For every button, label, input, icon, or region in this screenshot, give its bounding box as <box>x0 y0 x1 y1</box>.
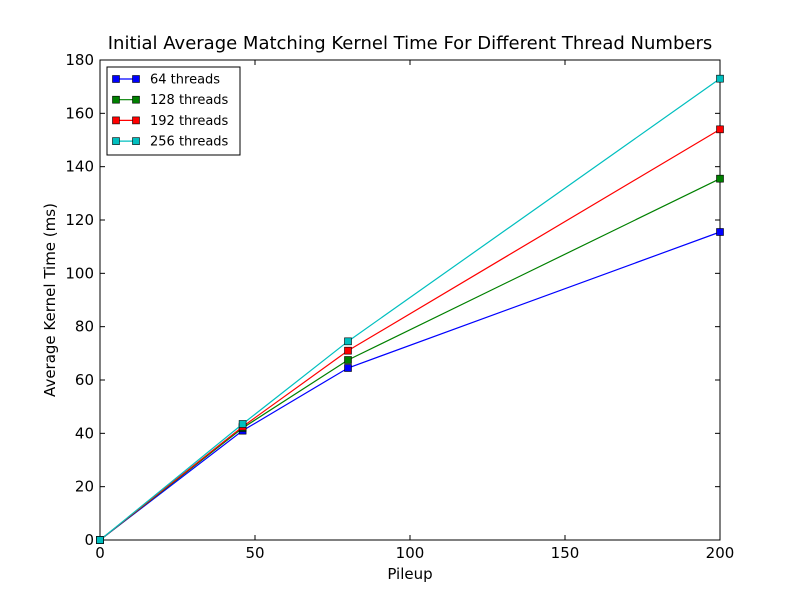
data-point-128-threads <box>716 174 724 183</box>
chart-title: Initial Average Matching Kernel Time For… <box>108 33 713 54</box>
data-point-128-threads <box>344 356 352 364</box>
legend-entry-128-threads: 128 threads <box>150 93 229 108</box>
data-point-256-threads <box>344 337 352 346</box>
data-point-64-threads <box>344 364 352 372</box>
y-tick-label: 0 <box>84 531 94 549</box>
x-tick-label: 50 <box>245 544 264 562</box>
legend-marker-256-threads <box>112 137 120 145</box>
data-point-256-threads <box>716 74 724 83</box>
series-line-256-threads <box>99 78 721 541</box>
y-tick-label: 20 <box>75 478 94 496</box>
y-tick-label: 140 <box>65 158 94 176</box>
x-axis-label: Pileup <box>387 565 432 583</box>
y-tick-label: 120 <box>65 211 94 229</box>
legend-entry-192-threads: 192 threads <box>150 114 229 129</box>
y-tick-label: 40 <box>75 424 94 442</box>
series-line-192-threads <box>99 128 721 541</box>
y-tick-label: 180 <box>65 51 94 69</box>
y-tick-label: 80 <box>75 318 94 336</box>
legend-marker-64-threads <box>112 75 120 83</box>
x-tick-label: 100 <box>396 544 425 562</box>
data-point-256-threads <box>96 536 104 544</box>
legend-box <box>106 66 241 156</box>
legend-marker-128-threads <box>132 95 140 104</box>
legend: 64 threads 128 threads 192 threads 256 thre… <box>106 66 241 156</box>
y-tick-label: 100 <box>65 264 94 282</box>
data-point-192-threads <box>344 346 352 355</box>
y-axis-label: Average Kernel Time (ms) <box>41 203 59 397</box>
data-point-192-threads <box>716 125 724 134</box>
legend-marker-64-threads <box>132 75 140 83</box>
legend-entry-64-threads: 64 threads <box>150 73 220 88</box>
legend-marker-192-threads <box>112 116 120 125</box>
legend-marker-128-threads <box>112 95 120 104</box>
x-tick-label: 0 <box>95 544 105 562</box>
data-point-64-threads <box>716 228 724 236</box>
legend-entry-256-threads: 256 threads <box>150 135 229 150</box>
data-point-256-threads <box>238 420 247 428</box>
legend-marker-192-threads <box>132 116 140 125</box>
x-tick-label: 200 <box>706 544 735 562</box>
series-line-64-threads <box>99 231 721 541</box>
y-tick-label: 160 <box>65 104 94 122</box>
x-tick-label: 150 <box>551 544 580 562</box>
y-tick-label: 60 <box>75 371 94 389</box>
legend-marker-256-threads <box>132 137 140 145</box>
